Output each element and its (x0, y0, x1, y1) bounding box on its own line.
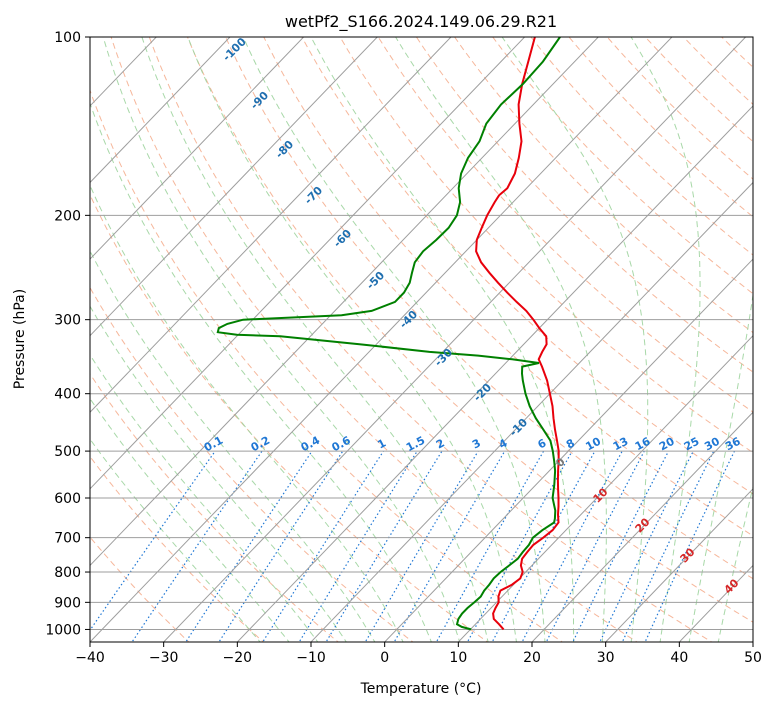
y-tick-label: 300 (54, 313, 81, 329)
plot-frame (89, 36, 754, 643)
isotherm (90, 37, 452, 413)
mixing-ratio-line (521, 450, 623, 642)
moist-adiabat (90, 101, 432, 642)
dry-adiabat (301, 37, 753, 495)
mixing-ratio-line (621, 450, 715, 642)
y-axis-label: Pressure (hPa) (12, 289, 28, 389)
x-tick-label: −40 (75, 650, 105, 666)
mixing-ratio-line (185, 450, 313, 642)
y-tick-label: 1000 (45, 622, 81, 638)
dewpoint-profile (216, 37, 561, 631)
mixing-ratio-line (545, 450, 645, 642)
dry-adiabat (263, 37, 753, 537)
mixing-ratio-label: 36 (723, 435, 743, 454)
mixing-ratio-label: 16 (633, 434, 653, 453)
dry-adiabat (453, 37, 753, 334)
isotherm (90, 37, 673, 642)
x-tick-label: 0 (380, 650, 389, 666)
y-tick-label: 400 (54, 387, 81, 403)
dry-adiabat (90, 286, 414, 642)
isotherm (90, 37, 378, 337)
isotherm (604, 488, 753, 642)
mixing-ratio-line (325, 450, 443, 642)
temperature-profile (475, 37, 560, 631)
x-tick-label: 10 (449, 650, 467, 666)
chart-title: wetPf2_S166.2024.149.06.29.R21 (285, 12, 557, 32)
x-ticks: −40 −30 −20 −10 0 10 20 30 40 50 (75, 642, 762, 666)
isotherm (236, 105, 753, 642)
isotherm (162, 37, 747, 642)
isotherm (457, 334, 753, 642)
x-tick-label: 30 (597, 650, 615, 666)
x-tick-label: 50 (744, 650, 762, 666)
mixing-ratio-label: 20 (657, 435, 677, 454)
mixing-ratio-label: 25 (682, 435, 702, 454)
mixing-ratio-label: 30 (702, 435, 722, 454)
profiles (216, 37, 561, 631)
y-tick-label: 800 (54, 565, 81, 581)
moist-adiabat (90, 249, 376, 642)
y-ticks: 1000 900 800 700 600 500 400 300 200 100 (45, 30, 90, 638)
isotherm (531, 411, 753, 642)
isobars (90, 37, 753, 630)
dry-adiabat (225, 37, 753, 580)
mixing-ratio-line (90, 450, 216, 632)
x-tick-label: 20 (523, 650, 541, 666)
y-tick-label: 600 (54, 491, 81, 507)
isotherms (90, 37, 753, 642)
isotherm (90, 37, 599, 567)
dry-adiabat (148, 37, 713, 642)
isotherm (90, 37, 231, 184)
dry-adiabat (415, 37, 753, 373)
x-tick-label: −30 (149, 650, 179, 666)
x-tick-label: −20 (223, 650, 253, 666)
mixing-ratio-label: 13 (611, 435, 631, 454)
y-tick-label: 100 (54, 30, 81, 46)
isotherm (383, 258, 753, 642)
dry-adiabat (110, 37, 638, 642)
mixing-ratio-line (298, 450, 418, 642)
y-tick-label: 200 (54, 208, 81, 224)
y-tick-label: 700 (54, 531, 81, 547)
x-axis-label: Temperature (°C) (360, 681, 482, 697)
x-tick-label: 40 (670, 650, 688, 666)
plot-area: 0.1 0.2 0.4 0.6 1 1.5 2 3 4 6 8 10 13 16 20 25 30 36-100-… (90, 37, 753, 642)
isotherm (310, 181, 753, 642)
y-tick-label: 900 (54, 595, 81, 611)
mixing-ratio-line (393, 450, 506, 642)
mixing-ratio-line (644, 450, 736, 642)
mixing-ratio-line (218, 450, 344, 642)
y-tick-label: 500 (54, 444, 81, 460)
isotherm (90, 37, 305, 260)
x-tick-label: −10 (296, 650, 326, 666)
mixing-ratio-label: 10 (583, 435, 603, 454)
